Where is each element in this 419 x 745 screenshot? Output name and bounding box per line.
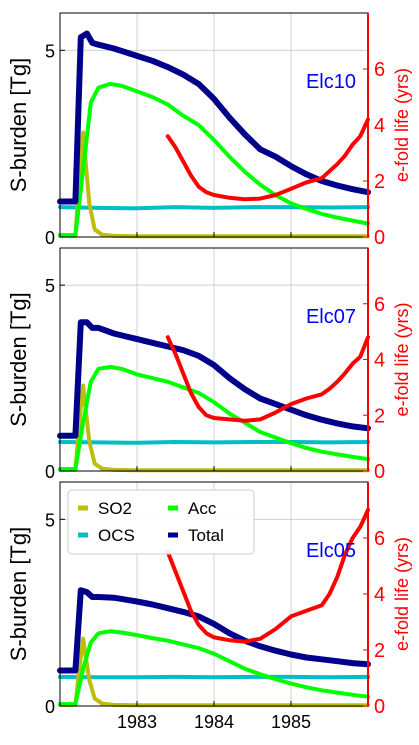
y-tick-label: 5 (45, 276, 55, 296)
y-axis-label: S-burden [Tg] (6, 292, 31, 427)
y-axis-label: S-burden [Tg] (6, 527, 31, 662)
panel-label: Elc10 (306, 71, 356, 93)
series-line-efold (165, 508, 370, 644)
y2-tick-label: 6 (374, 59, 385, 81)
series-line-so2 (58, 383, 370, 473)
y2-tick-label: 2 (374, 640, 385, 662)
panel-label: Elc05 (306, 540, 356, 562)
legend-label-ocs: OCS (98, 526, 135, 545)
y-tick-label: 0 (45, 462, 55, 482)
y2-tick-label: 6 (374, 294, 385, 316)
series-line-acc (58, 81, 370, 238)
chart-panel-elc05: 0 5 0 2 4 6 1983 1984 1985 S-burden [Tg] e-fold li… (6, 481, 412, 732)
y-tick-label: 0 (45, 697, 55, 717)
y-tick-label: 0 (45, 228, 55, 248)
y2-axis-label: e-fold life (yrs) (392, 68, 412, 182)
y2-tick-label: 2 (374, 405, 385, 427)
series-line-efold (165, 117, 370, 202)
y2-tick-label: 4 (374, 350, 385, 372)
legend: SO2 OCS Acc Total (67, 489, 255, 555)
x-tick-label: 1983 (117, 712, 157, 732)
y-tick-label: 5 (45, 510, 55, 530)
legend-label-acc: Acc (188, 499, 217, 518)
y2-axis-label: e-fold life (yrs) (392, 537, 412, 651)
panel-label: Elc07 (306, 306, 356, 328)
y2-tick-label: 4 (374, 584, 385, 606)
y2-tick-label: 6 (374, 528, 385, 550)
series-line-acc (58, 364, 370, 472)
series-line-acc (58, 629, 370, 707)
y2-tick-label: 0 (374, 227, 385, 249)
series-line-total (57, 30, 371, 205)
legend-label-total: Total (188, 526, 224, 545)
y-axis-label: S-burden [Tg] (6, 58, 31, 193)
y2-tick-label: 4 (374, 115, 385, 137)
chart-panel-elc10: 0 5 0 2 4 6 S-burden [Tg] e-fold life (yrs) Elc1… (6, 12, 412, 249)
legend-label-so2: SO2 (98, 499, 132, 518)
series-line-so2 (58, 636, 370, 708)
x-tick-label: 1984 (194, 712, 234, 732)
series-line-ocs (58, 205, 370, 211)
x-tick-label: 1985 (271, 712, 311, 732)
y2-tick-label: 0 (374, 461, 385, 483)
series-line-ocs (58, 440, 370, 445)
series-line-total (57, 319, 371, 439)
y2-tick-label: 0 (374, 696, 385, 718)
series-line-efold (165, 335, 370, 423)
chart-panel-elc07: 0 5 0 2 4 6 S-burden [Tg] e-fold life (yrs) Elc0… (6, 247, 412, 483)
y2-axis-label: e-fold life (yrs) (392, 302, 412, 416)
y-tick-label: 5 (45, 41, 55, 61)
series-line-total (57, 587, 371, 674)
legend-box (67, 489, 255, 555)
y2-tick-label: 2 (374, 171, 385, 193)
